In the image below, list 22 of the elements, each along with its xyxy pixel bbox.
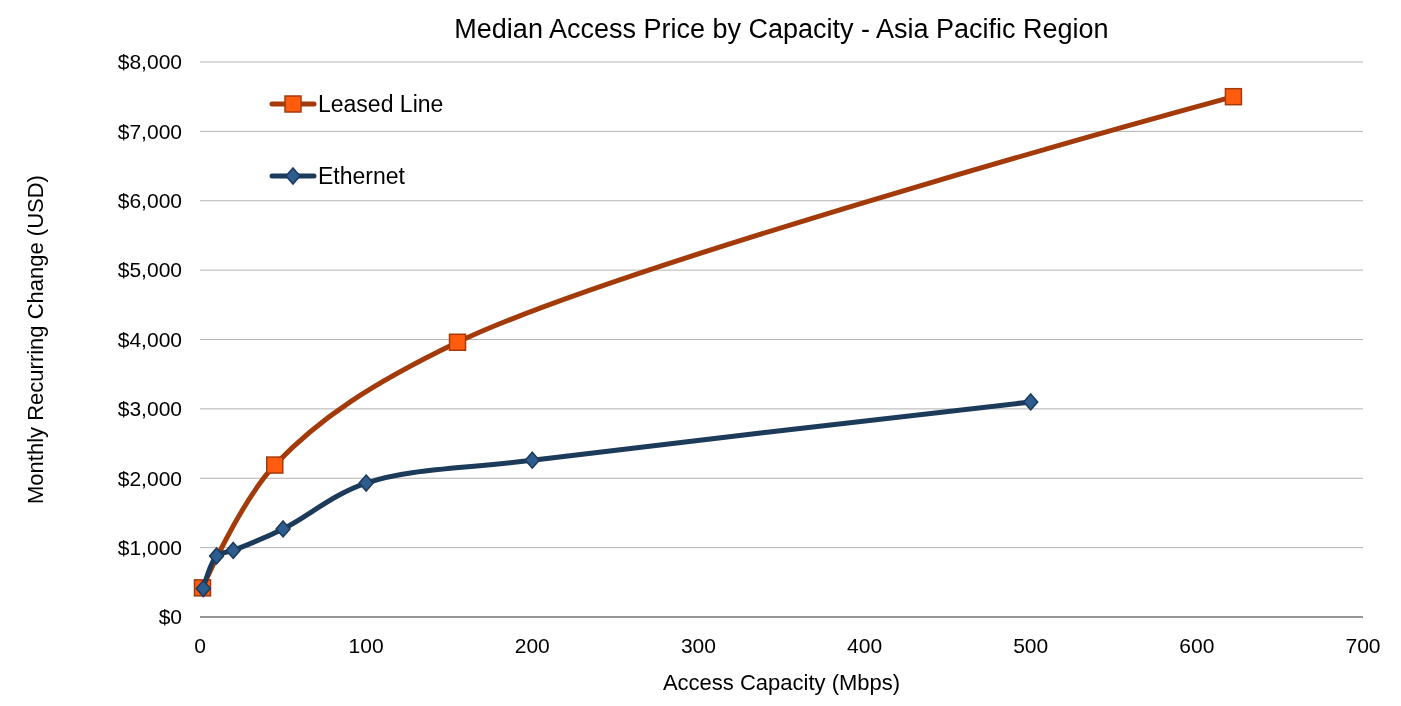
x-tick-label: 500 bbox=[1013, 634, 1049, 657]
y-tick-label: $6,000 bbox=[117, 189, 182, 213]
y-tick-label: $8,000 bbox=[117, 50, 182, 74]
y-tick-label: $3,000 bbox=[117, 397, 182, 421]
y-tick-label: $1,000 bbox=[117, 535, 182, 559]
y-axis-title: Monthly Recurring Change (USD) bbox=[23, 175, 48, 504]
y-tick-label: $5,000 bbox=[117, 258, 182, 282]
y-tick-label: $2,000 bbox=[117, 466, 182, 490]
x-tick-label: 200 bbox=[514, 634, 550, 657]
chart-title: Median Access Price by Capacity - Asia Pacific Region bbox=[454, 14, 1109, 44]
y-tick-label: $0 bbox=[158, 605, 182, 629]
x-axis-title: Access Capacity (Mbps) bbox=[662, 670, 901, 695]
x-tick-label: 0 bbox=[194, 634, 206, 657]
x-tick-label: 100 bbox=[348, 634, 384, 657]
legend-label: Leased Line bbox=[318, 91, 444, 118]
x-tick-label: 700 bbox=[1345, 634, 1381, 657]
y-tick-label: $7,000 bbox=[117, 119, 182, 143]
x-tick-label: 400 bbox=[847, 634, 883, 657]
x-tick-label: 600 bbox=[1179, 634, 1215, 657]
y-tick-label: $4,000 bbox=[117, 327, 182, 351]
legend-label: Ethernet bbox=[318, 163, 406, 190]
x-tick-label: 300 bbox=[680, 634, 716, 657]
